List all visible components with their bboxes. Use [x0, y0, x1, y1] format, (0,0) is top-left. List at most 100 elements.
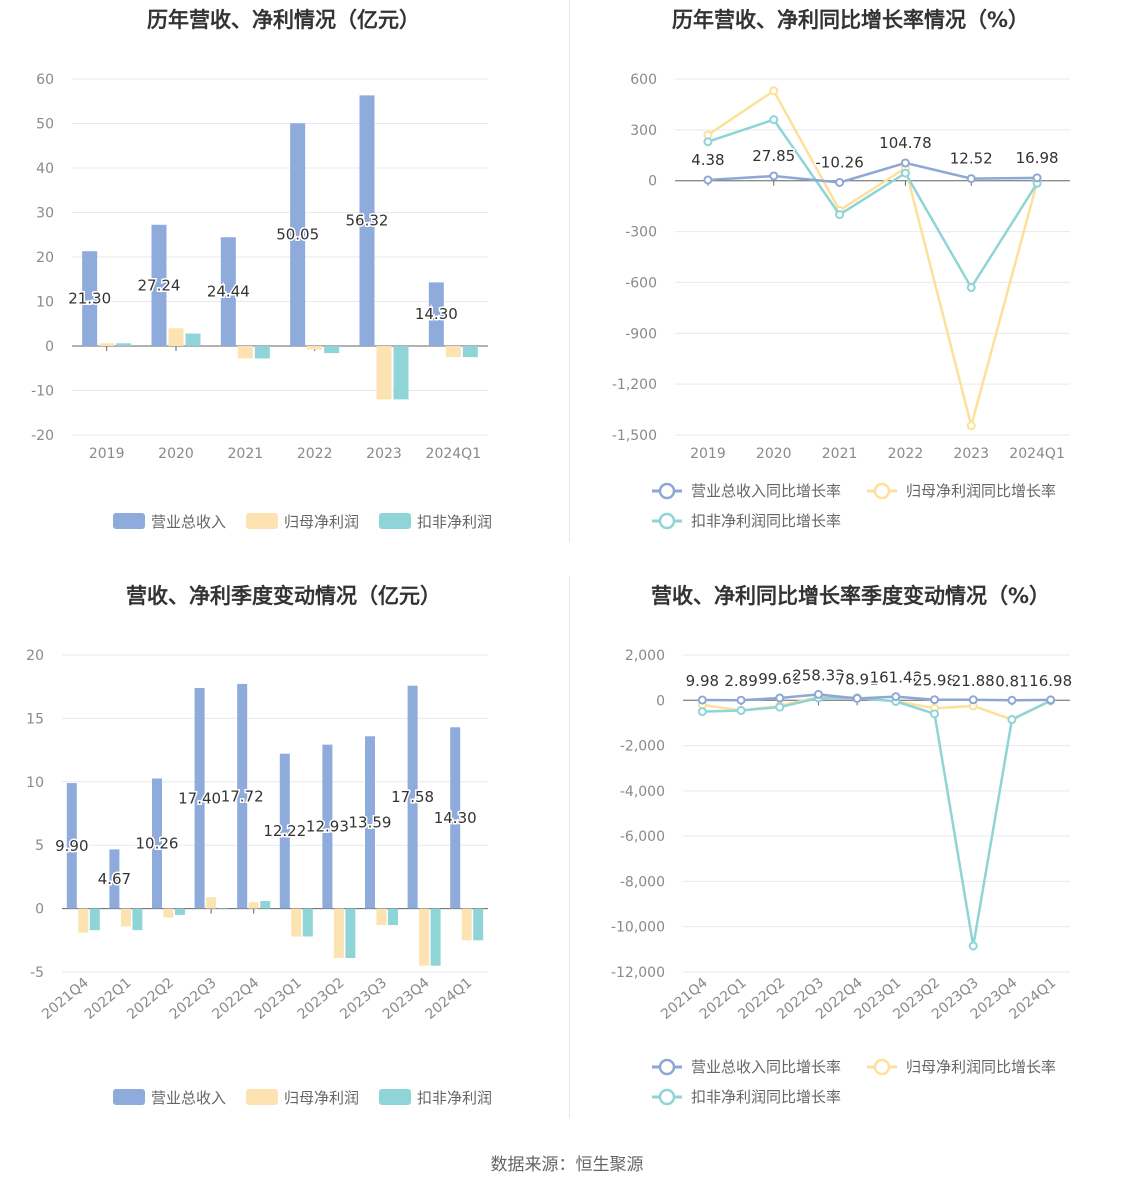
point-value-label: 9.98	[686, 672, 719, 690]
y-tick-label: -1,500	[612, 428, 657, 444]
bar-net-profit	[248, 902, 259, 909]
bar-deducted-profit	[473, 908, 484, 941]
legend-marker	[873, 482, 891, 500]
point-value-label: 0.81	[995, 672, 1028, 690]
bar-value-label: 12.22	[263, 822, 306, 840]
y-tick-label: 0	[656, 693, 665, 709]
bar-revenue	[365, 736, 375, 909]
point-value-label: 104.78	[879, 134, 932, 152]
bar-value-label: 9.90	[55, 837, 88, 855]
quarterly-growth-chart-panel: 营收、净利同比增长率季度变动情况（%） 2,000 0 -2,000 -4,000 -6…	[567, 576, 1134, 1146]
x-tick-label: 2021	[228, 446, 264, 462]
bar-value-label: 17.58	[391, 788, 434, 806]
legend-label: 归母净利润同比增长率	[906, 482, 1056, 500]
point-value-label: 4.38	[691, 151, 724, 169]
y-tick-label: -900	[625, 326, 657, 342]
point-value-label: 21.88	[952, 672, 995, 690]
point-value-label: 25.98	[913, 672, 956, 690]
legend-marker	[658, 1088, 676, 1106]
data-point	[769, 171, 779, 181]
x-tick-label: 2024Q1	[422, 975, 475, 1023]
y-tick-label: 60	[36, 72, 54, 88]
y-tick-label: -10,000	[611, 920, 665, 936]
bar-deducted-profit	[302, 908, 313, 937]
bar-revenue	[237, 683, 248, 909]
point-value-label: 78.91	[836, 670, 879, 688]
quarterly-bar-chart: 20 15 10 5 0 -52021Q42022Q12022Q22022Q32022Q4…	[26, 648, 492, 1107]
vertical-divider-bottom	[569, 576, 570, 1118]
data-point	[775, 693, 785, 703]
legend-marker	[873, 1058, 891, 1076]
quarterly-bar-chart-panel: 营收、净利季度变动情况（亿元） 20 15 10 5 0 -5 2021Q4 2022Q1 20…	[0, 576, 567, 1146]
data-point	[697, 695, 707, 705]
data-point	[1032, 173, 1042, 183]
annual-growth-chart-panel: 历年营收、净利同比增长率情况（%） 600 300 0 -300 -600 -900 -1,…	[567, 0, 1134, 570]
y-tick-label: -4,000	[620, 784, 665, 800]
data-point	[703, 137, 713, 147]
legend-swatch	[113, 1089, 145, 1105]
bar-revenue	[428, 282, 444, 346]
point-value-label: 12.52	[950, 150, 993, 168]
y-tick-label: 0	[45, 339, 54, 355]
x-tick-label: 2019	[690, 446, 726, 462]
quarterly-growth-chart: 2,000 0 -2,000 -4,000 -6,000 -8,000 -10,000 -12…	[611, 648, 1074, 1106]
bar-net-profit	[291, 908, 302, 937]
bar-value-label: 21.30	[68, 290, 111, 308]
data-point	[968, 695, 978, 705]
bar-revenue	[359, 95, 375, 346]
bar-revenue	[279, 753, 290, 909]
annual-growth-chart: 600 300 0 -300 -600 -900 -1,200 -1,500 2019 2020 2…	[612, 72, 1070, 530]
data-point	[966, 283, 976, 293]
bar-value-label: 56.32	[346, 212, 389, 230]
data-point	[966, 174, 976, 184]
data-point	[835, 177, 845, 187]
x-tick-label: 2023	[953, 446, 989, 462]
y-tick-label: -600	[625, 275, 657, 291]
bar-net-profit	[120, 908, 131, 927]
bar-net-profit	[461, 908, 472, 941]
y-tick-label: -1,200	[612, 377, 657, 393]
x-tick-label: 2022Q2	[124, 975, 177, 1023]
legend-label: 扣非净利润	[417, 1089, 492, 1107]
data-point	[900, 168, 910, 178]
y-tick-label: -300	[625, 225, 657, 241]
y-tick-label: 15	[26, 711, 44, 727]
bar-revenue	[151, 224, 167, 346]
bar-value-label: 50.05	[276, 226, 319, 244]
x-tick-label: 2022Q4	[209, 975, 262, 1023]
legend-label: 扣非净利润同比增长率	[691, 512, 841, 530]
bar-revenue	[82, 251, 98, 346]
legend-label: 归母净利润	[284, 513, 359, 531]
y-tick-label: 0	[648, 174, 657, 190]
bar-net-profit	[78, 908, 89, 933]
bar-deducted-profit	[116, 343, 132, 346]
bar-revenue	[66, 783, 77, 909]
bar-deducted-profit	[89, 908, 100, 931]
legend-label: 扣非净利润同比增长率	[691, 1088, 841, 1106]
data-point	[966, 421, 976, 431]
x-tick-label: 2024Q1	[426, 446, 482, 462]
bar-net-profit	[419, 908, 430, 966]
bar-value-label: 13.59	[349, 813, 392, 831]
series-line	[707, 118, 1039, 290]
bar-deducted-profit	[345, 908, 356, 959]
data-point	[852, 693, 862, 703]
bar-revenue	[450, 727, 461, 909]
x-tick-label: 2022	[297, 446, 333, 462]
x-tick-label: 2021Q4	[39, 975, 92, 1023]
x-tick-label: 2023Q3	[337, 975, 390, 1023]
point-value-label: 2.89	[724, 672, 757, 690]
x-tick-label: 2021	[822, 446, 858, 462]
bar-deducted-profit	[393, 346, 409, 400]
data-point	[1046, 695, 1056, 705]
data-point	[813, 689, 823, 699]
annual-bar-chart-title: 历年营收、净利情况（亿元）	[147, 8, 420, 32]
y-tick-label: 2,000	[625, 648, 665, 664]
y-tick-label: 5	[35, 838, 44, 854]
bar-deducted-profit	[260, 900, 271, 909]
data-point	[769, 86, 779, 96]
bar-value-label: 27.24	[138, 276, 181, 294]
annual-growth-chart-title: 历年营收、净利同比增长率情况（%）	[671, 8, 1030, 32]
data-point	[1007, 715, 1017, 725]
bar-net-profit	[163, 908, 174, 918]
